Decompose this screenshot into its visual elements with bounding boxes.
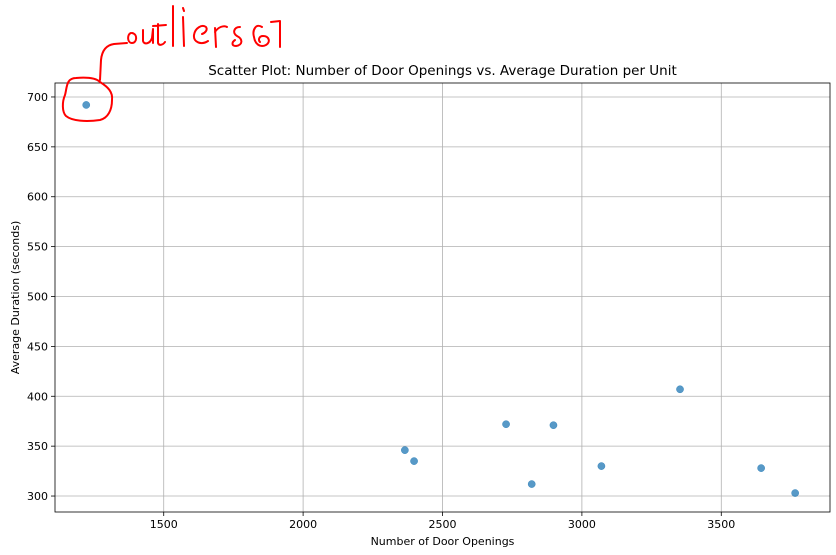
x-tick-label: 3000 — [568, 518, 596, 531]
y-axis-label: Average Duration (seconds) — [9, 221, 22, 374]
scatter-point — [676, 385, 684, 394]
y-tick-label: 600 — [27, 191, 48, 204]
y-tick-label: 650 — [27, 141, 48, 154]
plot-frame — [54, 82, 831, 513]
y-tick-label: 350 — [27, 440, 48, 453]
outlier-circle-mark — [61, 76, 114, 122]
x-tick-label: 2000 — [289, 518, 317, 531]
x-tick-label: 1500 — [150, 518, 178, 531]
annotation-leader-line — [99, 42, 128, 81]
scatter-point — [597, 462, 606, 470]
scatter-point — [502, 420, 510, 429]
x-tick-label: 2500 — [429, 518, 457, 531]
y-tick-label: 500 — [27, 291, 48, 304]
scatter-point — [82, 101, 91, 109]
x-axis-label: Number of Door Openings — [371, 535, 515, 548]
handwritten-outliers-annotation — [61, 5, 281, 122]
y-tick-label: 450 — [27, 340, 48, 353]
scatter-point — [757, 464, 765, 472]
data-points — [82, 101, 800, 497]
chart-title: Scatter Plot: Number of Door Openings vs… — [208, 63, 677, 79]
scatter-point — [791, 489, 800, 497]
scatter-point — [527, 480, 536, 488]
scatter-point — [410, 457, 418, 465]
scatter-point — [549, 421, 558, 430]
y-tick-label: 300 — [27, 490, 48, 503]
axis-ticks: 1500 2000 2500 3000 3500 300 350 400 450 500 550 60… — [27, 91, 735, 531]
y-tick-label: 550 — [27, 241, 48, 254]
scatter-point — [401, 446, 409, 454]
x-tick-label: 3500 — [707, 518, 735, 531]
y-tick-label: 700 — [27, 91, 48, 104]
outliers-handwriting — [127, 5, 281, 48]
grid — [55, 83, 830, 512]
y-tick-label: 400 — [27, 390, 48, 403]
